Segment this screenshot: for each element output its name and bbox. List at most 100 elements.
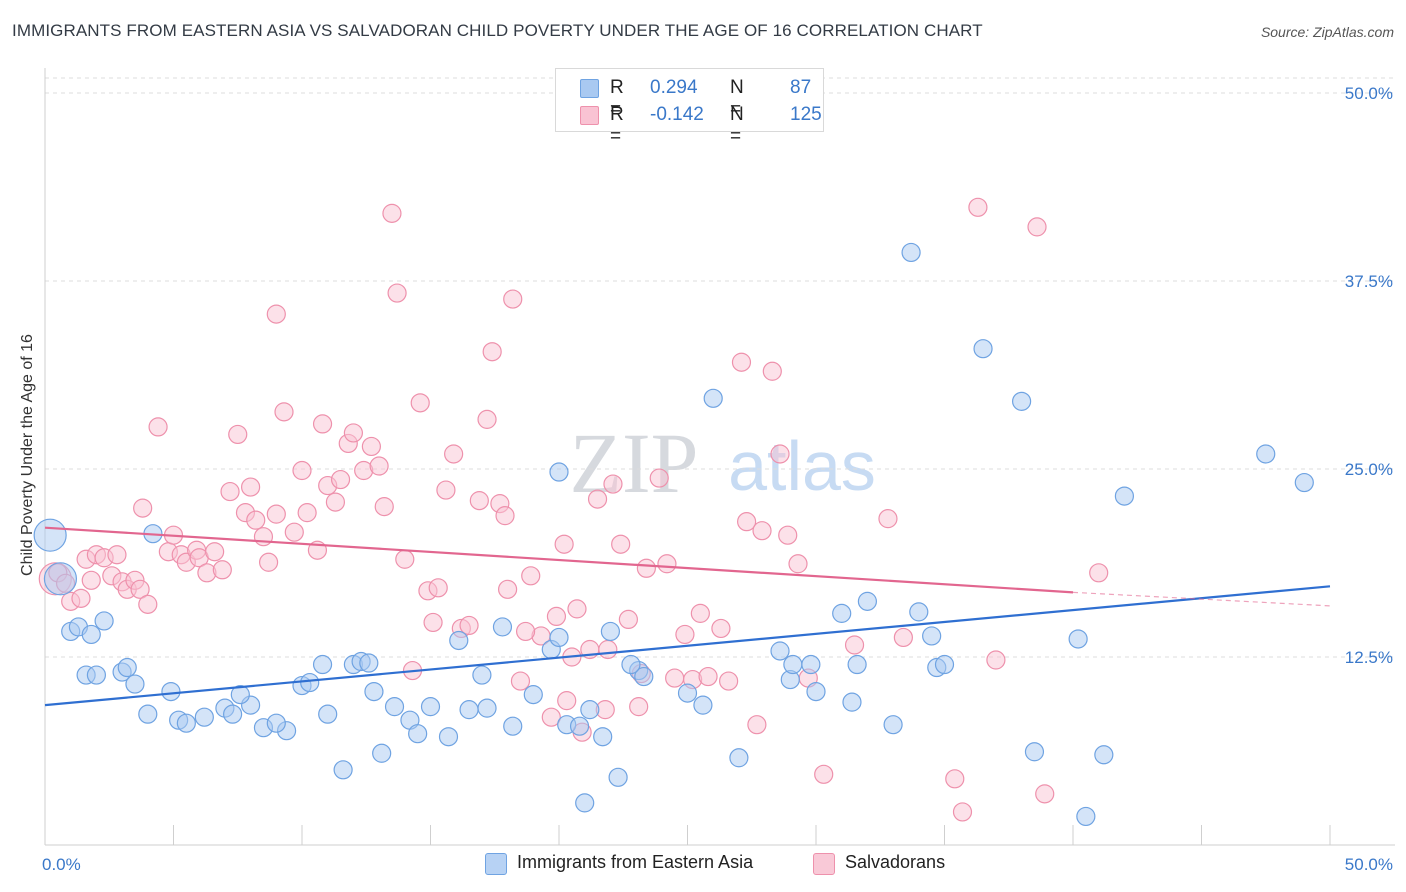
legend-r-label: R =: [610, 77, 624, 120]
legend-r-value: -0.142: [650, 104, 704, 125]
salvadorans-point: [428, 578, 448, 598]
salvadorans-point: [952, 802, 973, 822]
salvadorans-point: [690, 603, 710, 623]
eastern-asia-point: [438, 727, 459, 747]
legend-n-label: N =: [730, 77, 744, 120]
eastern-asia-point: [138, 704, 158, 724]
x-tick-label: 50.0%: [1345, 855, 1393, 874]
eastern-asia-point: [1011, 391, 1032, 411]
eastern-asia-point: [677, 683, 698, 703]
chart-title: IMMIGRANTS FROM EASTERN ASIA VS SALVADOR…: [12, 21, 983, 40]
source-label: Source: ZipAtlas.com: [1260, 24, 1394, 40]
salvadorans-point: [410, 393, 430, 413]
salvadorans-point: [253, 527, 274, 547]
salvadorans-point: [986, 650, 1006, 670]
salvadorans-point: [495, 506, 515, 526]
salvadorans-point: [138, 594, 158, 614]
eastern-asia-point: [81, 624, 101, 645]
salvadorans-point: [343, 423, 363, 443]
eastern-asia-point: [523, 685, 543, 705]
eastern-asia-point: [477, 698, 497, 718]
eastern-asia-point: [693, 695, 713, 715]
salvadorans-trend-line: [44, 526, 1074, 594]
salvadorans-point: [541, 707, 561, 727]
y-tick-label: 37.5%: [1345, 272, 1393, 291]
salvadorans-point: [587, 489, 608, 509]
salvadorans-point: [107, 545, 127, 565]
eastern-asia-point: [801, 654, 821, 675]
salvadorans-point: [814, 764, 834, 784]
salvadorans-point: [297, 503, 317, 523]
salvadorans-point: [737, 512, 757, 532]
salvadorans-point: [81, 570, 101, 590]
eastern-asia-point: [1068, 629, 1088, 649]
bottom-legend-label-salvadorans: Salvadorans: [845, 852, 946, 872]
eastern-asia-point: [333, 760, 353, 780]
eastern-asia-point: [223, 704, 243, 724]
eastern-asia-point: [318, 704, 338, 724]
eastern-asia-point: [806, 681, 826, 702]
eastern-asia-point: [459, 700, 479, 720]
salvadorans-point: [665, 668, 685, 688]
salvadorans-point: [711, 618, 731, 639]
salvadorans-point: [752, 521, 772, 541]
salvadorans-point: [611, 534, 631, 554]
eastern-asia-point: [176, 713, 196, 733]
salvadorans-point: [636, 558, 656, 578]
salvadorans-point: [220, 481, 240, 502]
salvadorans-point: [598, 639, 618, 660]
eastern-asia-point: [492, 617, 513, 637]
salvadorans-point: [770, 444, 790, 464]
eastern-asia-point: [569, 716, 590, 736]
eastern-asia-point: [634, 666, 654, 687]
eastern-asia-point: [847, 654, 867, 675]
salvadorans-point: [266, 304, 286, 324]
eastern-asia-point: [575, 793, 595, 813]
salvadorans-point: [330, 469, 351, 490]
eastern-asia-point: [883, 715, 903, 735]
salvadorans-point: [747, 715, 767, 735]
eastern-asia-point: [94, 611, 114, 631]
eastern-asia-point: [408, 724, 428, 744]
salvadorans-point: [893, 627, 913, 648]
eastern-asia-point: [922, 626, 942, 646]
salvadorans-point: [778, 525, 798, 545]
eastern-asia-point: [593, 727, 613, 747]
salvadorans-point: [1089, 563, 1109, 583]
salvadorans-point: [436, 480, 456, 500]
salvadorans-point: [284, 522, 304, 542]
salvadorans-point: [459, 615, 479, 636]
eastern-asia-point: [33, 518, 67, 552]
salvadorans-point: [629, 697, 649, 717]
tick-labels: 12.5% 25.0% 37.5% 50.0% 0.0% 50.0%: [42, 84, 1393, 874]
eastern-asia-point: [1114, 486, 1135, 506]
salvadorans-point: [361, 436, 381, 457]
salvadorans-point: [444, 444, 464, 464]
salvadorans-point: [675, 624, 695, 645]
eastern-asia-point: [43, 562, 78, 596]
salvadorans-point: [148, 417, 168, 437]
salvadorans-point: [603, 474, 623, 494]
eastern-asia-point: [230, 685, 250, 705]
eastern-asia-point: [420, 697, 441, 717]
salvadorans-point: [546, 606, 567, 627]
eastern-asia-point: [503, 716, 523, 736]
salvadorans-point: [241, 477, 261, 497]
eastern-asia-point: [359, 653, 379, 673]
salvadorans-point: [567, 599, 587, 619]
y-tick-label: 12.5%: [1345, 648, 1393, 667]
y-tick-label: 25.0%: [1345, 460, 1393, 479]
eastern-asia-point: [1294, 472, 1314, 493]
correlation-legend: R = 0.294 N = 87 R = -0.142 N = 125: [555, 68, 824, 147]
watermark: ZIP atlas: [570, 415, 876, 511]
eastern-asia-point: [608, 767, 628, 787]
salvadorans-point: [844, 635, 865, 655]
salvadorans-point: [515, 621, 536, 642]
salvadorans-point: [197, 563, 217, 583]
salvadorans-point: [382, 203, 402, 223]
legend-n-value: 125: [790, 104, 822, 125]
salvadorans-point: [130, 579, 150, 599]
eastern-asia-point: [1024, 742, 1045, 762]
salvadorans-point: [657, 554, 677, 574]
eastern-asia-point: [384, 697, 405, 717]
